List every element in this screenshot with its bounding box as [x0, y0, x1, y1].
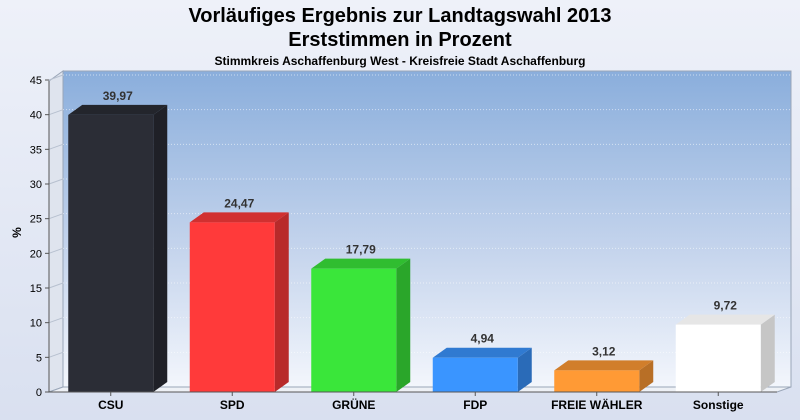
- y-tick-label: 30: [30, 179, 42, 191]
- gridline-side: [48, 247, 64, 254]
- bar-front: [675, 324, 761, 392]
- plot-background: [62, 70, 792, 388]
- data-label: 4,94: [471, 332, 495, 346]
- bar-freie-wähler: 3,12: [554, 344, 654, 392]
- x-axis: CSU SPD GRÜNE FDP FREIE WÄHLER Sonstige: [49, 391, 777, 412]
- x-tick-label: Sonstige: [693, 398, 744, 412]
- bar-side: [517, 347, 532, 392]
- data-label: 24,47: [224, 196, 254, 210]
- bar-side: [396, 258, 411, 392]
- bar-front: [432, 357, 518, 392]
- bar-top: [675, 314, 775, 325]
- x-tick-label: SPD: [220, 398, 245, 412]
- bar-front: [554, 370, 640, 392]
- y-tick-label: 40: [30, 110, 42, 122]
- gridline-side: [48, 74, 64, 81]
- bar-front: [189, 222, 275, 392]
- chart-title: Vorläufiges Ergebnis zur Landtagswahl 20…: [0, 4, 800, 52]
- bar-front: [311, 268, 397, 392]
- data-label: 9,72: [714, 299, 738, 313]
- bar-fdp: 4,94: [432, 332, 532, 392]
- x-tick-label: CSU: [98, 398, 123, 412]
- gridline-side: [48, 282, 64, 289]
- gridline-side: [48, 213, 64, 220]
- data-label: 3,12: [592, 344, 616, 358]
- y-axis: 0 5 10 15 20 25 30 35 40 45%: [10, 74, 791, 399]
- bar-csu: 39,97: [68, 89, 168, 392]
- y-tick-label: 45: [30, 75, 42, 87]
- data-label: 17,79: [346, 243, 376, 257]
- y-tick-label: 0: [36, 387, 42, 399]
- x-tick-label: GRÜNE: [332, 397, 375, 412]
- y-tick-label: 10: [30, 318, 42, 330]
- bar-top: [68, 104, 168, 115]
- x-tick-label: FREIE WÄHLER: [551, 397, 643, 412]
- bar-side: [639, 360, 654, 392]
- y-tick-label: 20: [30, 248, 42, 260]
- data-label: 39,97: [103, 89, 133, 103]
- y-tick-label: 35: [30, 144, 42, 156]
- bar-top: [432, 347, 532, 358]
- bar-top: [554, 360, 654, 371]
- y-tick-label: 15: [30, 283, 42, 295]
- bar-spd: 24,47: [189, 196, 289, 392]
- bar-side: [153, 104, 168, 392]
- chart-title-line-2: Erststimmen in Prozent: [288, 29, 512, 51]
- plot-side-wall: [48, 70, 64, 393]
- gridline-side: [48, 143, 64, 150]
- y-tick-label: 25: [30, 214, 42, 226]
- bar-top: [189, 212, 289, 223]
- bar-front: [68, 114, 154, 392]
- bars: 39,97 24,47 17,79 4,94 3,12 9,72: [68, 89, 775, 392]
- gridline-side: [48, 351, 64, 358]
- x-tick-label: FDP: [463, 398, 487, 412]
- bar-side: [760, 314, 775, 392]
- gridline-side: [48, 178, 64, 185]
- gridline-side: [48, 109, 64, 116]
- gridline-side: [48, 317, 64, 324]
- bar-side: [274, 212, 289, 392]
- bar-grüne: 17,79: [311, 243, 411, 392]
- chart-title-line-1: Vorläufiges Ergebnis zur Landtagswahl 20…: [188, 5, 612, 27]
- y-axis-label: %: [10, 227, 24, 238]
- y-tick-label: 5: [36, 352, 42, 364]
- chart-subtitle: Stimmkreis Aschaffenburg West - Kreisfre…: [214, 54, 586, 68]
- bar-sonstige: 9,72: [675, 299, 775, 392]
- bar-top: [311, 258, 411, 269]
